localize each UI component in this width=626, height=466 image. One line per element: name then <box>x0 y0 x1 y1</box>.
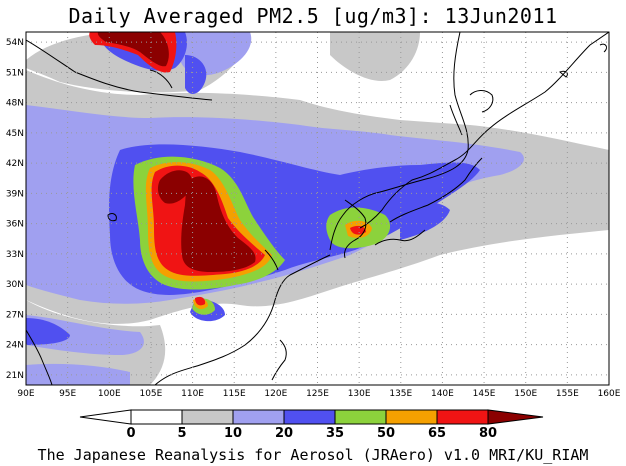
colorbar-label: 50 <box>377 426 395 441</box>
lat-tick-label: 45N <box>6 129 24 139</box>
lon-tick-label: 110E <box>181 389 204 399</box>
lon-tick-label: 105E <box>139 389 162 399</box>
lat-lon-grid <box>26 32 609 385</box>
lon-tick-label: 95E <box>59 389 76 399</box>
footer-credit: The Japanese Reanalysis for Aerosol (JRA… <box>37 446 589 464</box>
lon-tick-label: 120E <box>264 389 287 399</box>
lat-tick-label: 39N <box>6 189 24 199</box>
lon-tick-label: 150E <box>514 389 537 399</box>
colorbar-label: 35 <box>326 426 344 441</box>
lon-tick-label: 135E <box>389 389 412 399</box>
lat-tick-label: 33N <box>6 250 24 260</box>
colorbar-label: 5 <box>177 426 186 441</box>
latitude-tick-labels: 54N 51N 48N 45N 42N 39N 36N 33N 30N 27N 24N 21N <box>6 38 24 381</box>
lon-tick-label: 145E <box>473 389 496 399</box>
longitude-tick-labels: 90E 95E 100E 105E 110E 115E 120E 125E 130E 135E 14… <box>17 389 620 399</box>
lon-tick-label: 115E <box>223 389 246 399</box>
lat-tick-label: 36N <box>6 220 24 230</box>
coastlines <box>26 32 609 385</box>
lon-tick-label: 100E <box>98 389 121 399</box>
lat-tick-label: 51N <box>6 68 24 78</box>
colorbar-arrow-low <box>79 409 132 425</box>
lon-tick-label: 140E <box>431 389 454 399</box>
lat-tick-label: 48N <box>6 99 24 109</box>
colorbar-segment <box>130 409 183 425</box>
pm25-contour-field <box>26 32 609 385</box>
map-title: Daily Averaged PM2.5 [ug/m3]: 13Jun2011 <box>68 4 558 28</box>
lat-tick-label: 54N <box>6 38 24 48</box>
lat-tick-label: 21N <box>6 371 24 381</box>
lat-tick-label: 42N <box>6 159 24 169</box>
lon-tick-label: 160E <box>598 389 621 399</box>
colorbar-label: 20 <box>275 426 293 441</box>
lon-tick-label: 155E <box>556 389 579 399</box>
lat-tick-label: 30N <box>6 280 24 290</box>
colorbar: 0 5 10 20 35 50 65 80 <box>79 409 544 441</box>
colorbar-segment <box>385 409 438 425</box>
map-frame <box>25 31 610 386</box>
lon-tick-label: 125E <box>306 389 329 399</box>
colorbar-label: 65 <box>428 426 446 441</box>
colorbar-label: 10 <box>224 426 242 441</box>
colorbar-segment <box>436 409 489 425</box>
colorbar-segment <box>334 409 387 425</box>
colorbar-segment <box>283 409 336 425</box>
lat-tick-label: 24N <box>6 341 24 351</box>
lat-tick-label: 27N <box>6 310 24 320</box>
lon-tick-label: 90E <box>17 389 34 399</box>
colorbar-label: 80 <box>479 426 497 441</box>
colorbar-arrow-high <box>487 409 544 425</box>
colorbar-segment <box>232 409 285 425</box>
colorbar-segment <box>181 409 234 425</box>
lon-tick-label: 130E <box>348 389 371 399</box>
colorbar-label: 0 <box>126 426 135 441</box>
